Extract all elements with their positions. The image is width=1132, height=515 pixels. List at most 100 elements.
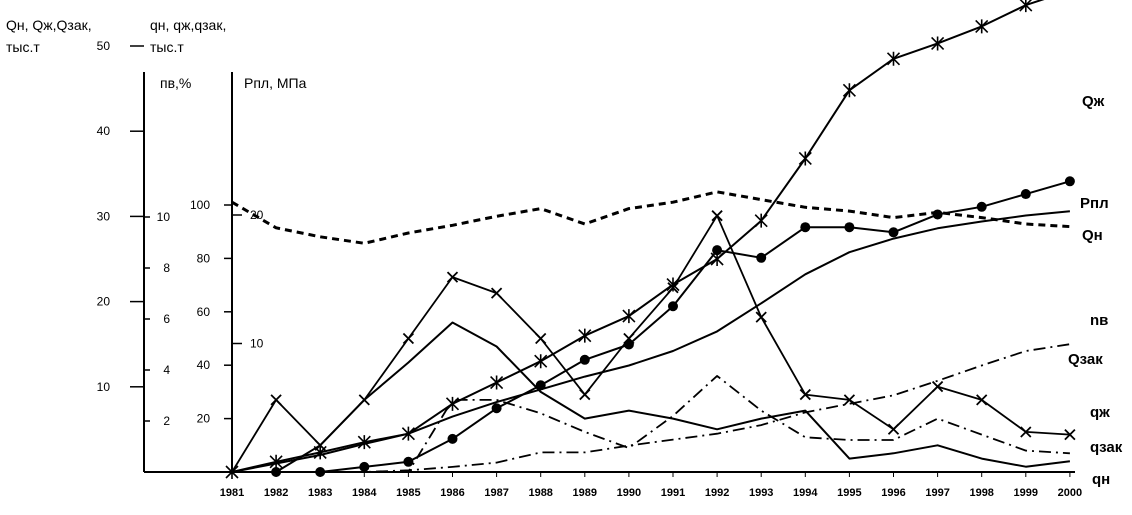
tick-label-nv: 10 (157, 210, 171, 224)
x-tick-label: 1997 (925, 487, 949, 499)
tick-label-nv: 6 (163, 312, 170, 326)
data-point (976, 394, 988, 406)
data-point (711, 210, 723, 222)
x-tick-label: 1999 (1014, 487, 1038, 499)
series-points-0 (225, 0, 1033, 479)
tick-label-nv: 8 (163, 261, 170, 275)
axis-title-q-small-2: тыс.т (150, 39, 184, 55)
x-tick-label: 1989 (573, 487, 597, 499)
data-point (842, 83, 856, 98)
data-point (270, 394, 282, 406)
data-point (754, 213, 768, 228)
series-layer: Qж Рпл Qн nв Qзак qж qзак qн (225, 0, 1123, 488)
series-line-5 (231, 214, 1070, 473)
axis-title-q-small-1: qн, qж,qзак, (150, 17, 226, 33)
data-point (1064, 176, 1075, 187)
x-tick-label: 1986 (440, 487, 464, 499)
data-point (622, 309, 636, 324)
data-point (491, 403, 502, 414)
series-line-6 (232, 375, 1070, 473)
series-label-1: Рпл (1080, 195, 1109, 212)
tick-label-nv: 4 (163, 363, 170, 377)
data-point (623, 332, 635, 345)
data-point (668, 301, 678, 312)
tick-label-Q_cum: 30 (97, 209, 111, 223)
tick-label-Q_cum: 20 (97, 295, 111, 309)
tick-label-q_annual: 100 (190, 198, 210, 212)
data-point (1019, 0, 1033, 13)
data-point (886, 51, 901, 66)
x-tick-label: 1983 (308, 487, 332, 499)
series-line-2 (231, 210, 1070, 473)
x-tick-label: 1984 (352, 487, 377, 499)
axis-title-pressure: Рпл, МПа (244, 75, 307, 91)
data-point (800, 222, 811, 233)
data-point (798, 151, 812, 166)
series-points-5 (270, 210, 1076, 451)
series-line-7 (232, 321, 1071, 473)
data-point (799, 388, 811, 401)
data-point (712, 245, 723, 256)
series-label-7: qн (1092, 471, 1110, 488)
axes (143, 72, 1075, 473)
tick-label-pressure: 10 (250, 337, 264, 351)
x-tick-label: 1987 (484, 487, 508, 499)
series-line-4 (232, 343, 1071, 473)
data-point (357, 435, 371, 450)
series-label-5: qж (1090, 404, 1110, 421)
data-point (490, 287, 503, 299)
series-label-3: nв (1090, 312, 1108, 329)
data-point (843, 394, 856, 406)
series-line-3 (232, 180, 1071, 473)
series-line-0 (231, 0, 1045, 473)
tick-label-q_annual: 40 (197, 358, 211, 372)
data-point (315, 467, 326, 477)
data-point (975, 19, 989, 34)
tick-label-Q_cum: 50 (97, 39, 111, 53)
x-tick-label: 1998 (969, 487, 993, 499)
data-point (1064, 428, 1076, 441)
tick-label-q_annual: 80 (197, 251, 211, 265)
data-point (535, 332, 547, 345)
data-point (402, 332, 415, 345)
data-point (667, 282, 679, 294)
data-point (888, 227, 899, 238)
x-tick-label: 1991 (661, 487, 685, 499)
data-point (755, 311, 767, 323)
x-tick-label: 1982 (264, 487, 288, 499)
axis-titles: Qн, Qж,Qзак, тыс.т qн, qж,qзак, тыс.т пв… (6, 17, 307, 91)
tick-label-q_annual: 20 (197, 412, 211, 426)
data-point (578, 328, 592, 343)
x-tick-label: 1988 (528, 487, 552, 499)
data-point (931, 380, 944, 393)
data-point (931, 36, 945, 51)
x-tick-label: 1993 (749, 487, 773, 499)
x-tick-label: 1981 (220, 487, 244, 499)
data-point (1020, 426, 1032, 438)
tick-label-q_annual: 60 (197, 305, 211, 319)
data-point (579, 388, 591, 401)
axis-title-q-main-2: тыс.т (6, 39, 40, 55)
tick-label-Q_cum: 10 (97, 380, 111, 394)
data-point (579, 354, 590, 365)
data-point (756, 252, 767, 263)
series-label-4: Qзак (1068, 351, 1103, 368)
data-point (932, 209, 943, 220)
axis-title-q-main-1: Qн, Qж,Qзак, (6, 17, 92, 33)
x-tick-label: 1994 (793, 487, 818, 499)
x-tick-label: 1992 (705, 487, 729, 499)
data-point (535, 380, 546, 391)
x-tick-label: 1990 (617, 487, 641, 499)
x-tick-label: 1995 (837, 487, 861, 499)
series-line-1 (231, 190, 1070, 245)
data-point (403, 456, 414, 467)
data-point (445, 396, 460, 411)
x-tick-label: 1996 (881, 487, 905, 499)
data-point (844, 222, 855, 233)
tick-label-Q_cum: 40 (97, 124, 111, 138)
data-point (534, 354, 548, 369)
data-point (447, 433, 458, 444)
